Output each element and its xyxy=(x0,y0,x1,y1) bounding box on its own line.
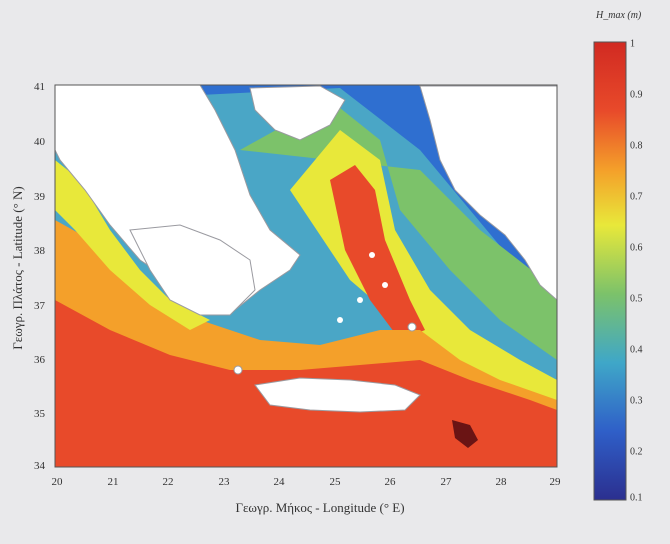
x-axis-label: Γεωγρ. Μήκος - Longitude (° E) xyxy=(235,500,405,515)
y-tick: 39 xyxy=(34,191,45,203)
x-tick: 20 xyxy=(51,476,63,488)
island-marker xyxy=(233,365,243,375)
island-marker xyxy=(407,322,417,332)
y-tick: 36 xyxy=(34,354,45,366)
y-tick: 41 xyxy=(34,81,45,93)
island-marker xyxy=(337,317,343,323)
north-coast-land xyxy=(249,85,346,141)
peloponnese xyxy=(129,224,256,316)
x-tick: 23 xyxy=(218,476,230,488)
colorbar-tick: 0.8 xyxy=(630,140,643,152)
x-tick: 29 xyxy=(549,476,561,488)
island-marker xyxy=(382,282,388,288)
plot-border xyxy=(54,84,558,468)
colorbar-title: H_max (m) xyxy=(596,10,642,21)
x-tick: 24 xyxy=(273,476,285,488)
island-marker xyxy=(369,252,375,258)
x-tick: 27 xyxy=(440,476,452,488)
colorbar xyxy=(593,41,627,501)
colorbar-tick: 0.4 xyxy=(630,344,643,356)
colorbar-tick: 0.5 xyxy=(630,293,643,305)
tsunami-height-map xyxy=(55,85,557,467)
colorbar-tick: 0.7 xyxy=(630,191,643,203)
y-tick: 37 xyxy=(34,300,45,312)
colorbar-tick: 0.6 xyxy=(630,242,643,254)
y-tick: 38 xyxy=(34,245,45,257)
x-tick: 22 xyxy=(162,476,174,488)
colorbar-tick: 0.1 xyxy=(630,492,643,504)
central-aegean-high xyxy=(330,165,425,340)
x-tick: 28 xyxy=(495,476,507,488)
colorbar-tick: 1 xyxy=(630,38,635,50)
colorbar-tick: 0.2 xyxy=(630,446,643,458)
y-tick: 35 xyxy=(34,408,45,420)
x-tick: 25 xyxy=(329,476,341,488)
crete xyxy=(254,377,421,413)
anatolia xyxy=(419,85,557,301)
y-tick: 40 xyxy=(34,136,45,148)
source-island xyxy=(452,420,478,448)
x-tick: 21 xyxy=(107,476,119,488)
ionian-yellow xyxy=(55,160,210,330)
island-marker xyxy=(357,297,363,303)
y-axis-label: Γεωγρ. Πλάτος - Latitude (° N) xyxy=(10,186,25,350)
colorbar-tick: 0.3 xyxy=(630,395,643,407)
x-tick: 26 xyxy=(384,476,396,488)
y-tick: 34 xyxy=(34,460,45,472)
colorbar-tick: 0.9 xyxy=(630,89,643,101)
aegean-green-band xyxy=(240,100,557,360)
